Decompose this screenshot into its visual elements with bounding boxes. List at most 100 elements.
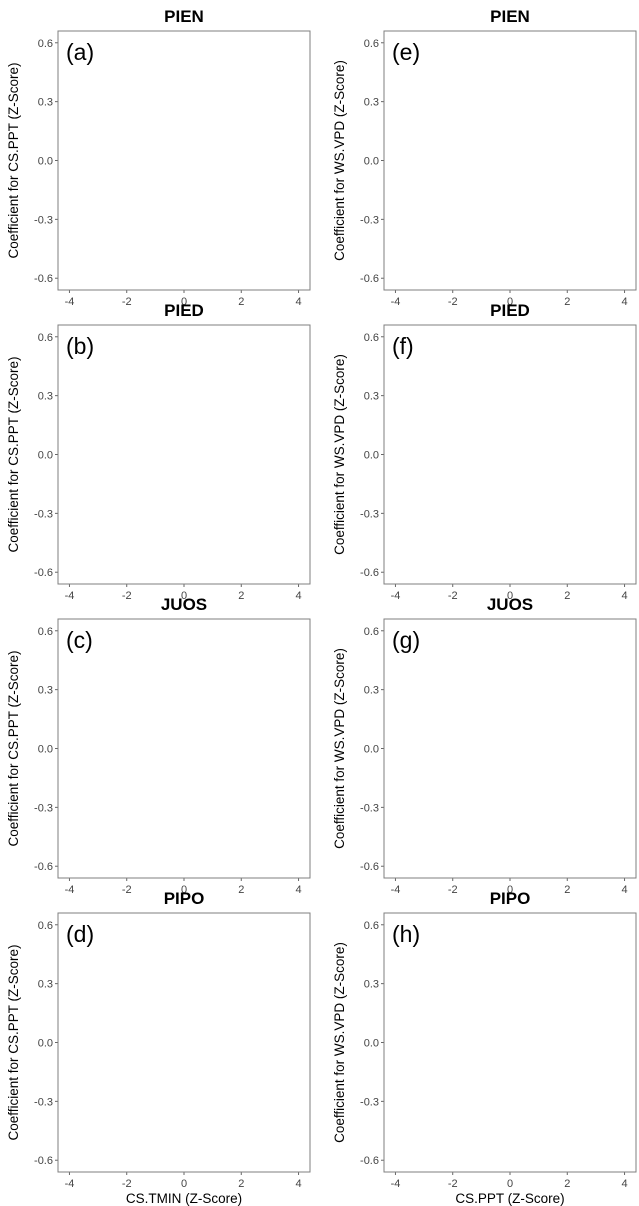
y-tick-label: 0.0 (364, 450, 379, 462)
x-tick-label: 0 (181, 590, 187, 602)
y-tick-label: 0.6 (364, 38, 379, 50)
x-tick-label: -4 (65, 296, 75, 308)
x-tick-label: -2 (122, 590, 132, 602)
y-tick-label: 0.3 (38, 97, 53, 109)
x-tick-label: -4 (65, 1178, 75, 1190)
y-tick-label: 0.6 (38, 626, 53, 638)
panel-label: (c) (66, 627, 93, 653)
y-tick-label: 0.6 (38, 38, 53, 50)
y-tick-label: 0.6 (38, 920, 53, 932)
y-tick-label: 0.3 (364, 391, 379, 403)
plot-frame (57, 324, 311, 585)
y-tick-label: 0.0 (38, 1038, 53, 1050)
y-tick-label: 0.3 (364, 97, 379, 109)
x-tick-label: 4 (295, 884, 301, 896)
plot-frame (57, 618, 311, 879)
panel-title: PIED (164, 301, 204, 320)
x-tick-label: 0 (507, 884, 513, 896)
y-tick-label: 0.0 (364, 1038, 379, 1050)
x-tick-label: 4 (621, 590, 627, 602)
x-tick-label: 2 (564, 884, 570, 896)
y-tick-label: 0.3 (38, 685, 53, 697)
panel-title: PIEN (490, 7, 530, 26)
x-tick-label: 2 (238, 884, 244, 896)
panel-label: (f) (392, 333, 414, 359)
y-tick-label: 0.0 (38, 744, 53, 756)
y-axis-label: Coefficient for WS.VPD (Z-Score) (332, 60, 347, 261)
x-tick-label: 4 (295, 590, 301, 602)
y-tick-label: -0.6 (34, 1155, 53, 1167)
y-tick-label: -0.6 (34, 567, 53, 579)
plot-frame (383, 618, 637, 879)
x-tick-label: -2 (122, 296, 132, 308)
y-tick-label: 0.6 (38, 332, 53, 344)
y-tick-label: -0.3 (360, 508, 379, 520)
panel-h: -4 -2 0 2 4 -0.6 -0.3 0.0 0.3 0.6 (h) PIPO Coefficie… (332, 889, 637, 1206)
y-tick-label: 0.6 (364, 332, 379, 344)
panel-title: JUOS (161, 595, 207, 614)
panel-label: (e) (392, 39, 420, 65)
panel-title: PIEN (164, 7, 204, 26)
panel-label: (g) (392, 627, 420, 653)
x-tick-label: 2 (238, 1178, 244, 1190)
panel-c: -4 -2 0 2 4 -0.6 -0.3 0.0 0.3 0.6 (c) JUOS Coefficie… (6, 595, 311, 896)
x-axis-label: CS.PPT (Z-Score) (455, 1191, 564, 1206)
y-tick-label: -0.6 (34, 861, 53, 873)
x-axis-label: CS.TMIN (Z-Score) (126, 1191, 242, 1206)
y-tick-label: 0.0 (38, 156, 53, 168)
x-tick-label: -2 (122, 1178, 132, 1190)
x-tick-label: 0 (507, 1178, 513, 1190)
x-tick-label: -2 (122, 884, 132, 896)
y-tick-label: -0.3 (34, 802, 53, 814)
y-tick-label: -0.3 (34, 1096, 53, 1108)
y-tick-label: -0.3 (360, 1096, 379, 1108)
x-tick-label: -4 (391, 1178, 401, 1190)
x-tick-label: -4 (65, 884, 75, 896)
y-axis-label: Coefficient for WS.VPD (Z-Score) (332, 942, 347, 1143)
y-axis-label: Coefficient for CS.PPT (Z-Score) (6, 62, 21, 258)
x-tick-label: 2 (564, 590, 570, 602)
x-tick-label: -2 (448, 296, 458, 308)
y-tick-label: -0.3 (360, 214, 379, 226)
x-tick-label: -2 (448, 590, 458, 602)
y-tick-label: -0.6 (360, 861, 379, 873)
x-tick-label: 4 (295, 1178, 301, 1190)
x-tick-label: -2 (448, 1178, 458, 1190)
y-tick-label: -0.3 (360, 802, 379, 814)
y-tick-label: 0.0 (364, 156, 379, 168)
x-tick-label: 2 (564, 296, 570, 308)
x-tick-label: 4 (621, 884, 627, 896)
y-tick-label: -0.6 (34, 273, 53, 285)
x-tick-label: 4 (295, 296, 301, 308)
plot-frame (57, 30, 311, 291)
panel-e: -4 -2 0 2 4 -0.6 -0.3 0.0 0.3 0.6 (e) PIEN Coefficie… (332, 7, 637, 308)
panel-label: (h) (392, 921, 420, 947)
y-tick-label: 0.0 (38, 450, 53, 462)
panel-title: JUOS (487, 595, 533, 614)
y-tick-label: -0.3 (34, 214, 53, 226)
y-tick-label: -0.3 (34, 508, 53, 520)
y-tick-label: 0.6 (364, 920, 379, 932)
panel-label: (d) (66, 921, 94, 947)
x-tick-label: 2 (564, 1178, 570, 1190)
x-tick-label: -4 (65, 590, 75, 602)
y-axis-label: Coefficient for WS.VPD (Z-Score) (332, 354, 347, 555)
y-tick-label: 0.3 (364, 979, 379, 991)
y-tick-label: 0.3 (364, 685, 379, 697)
panel-label: (b) (66, 333, 94, 359)
x-tick-label: -2 (448, 884, 458, 896)
x-tick-label: 4 (621, 1178, 627, 1190)
panel-title: PIPO (164, 889, 205, 908)
x-tick-label: 0 (181, 884, 187, 896)
x-tick-label: 0 (181, 296, 187, 308)
y-axis-label: Coefficient for CS.PPT (Z-Score) (6, 944, 21, 1140)
x-tick-label: 2 (238, 590, 244, 602)
plot-frame (383, 30, 637, 291)
plot-frame (383, 912, 637, 1173)
y-axis-label: Coefficient for WS.VPD (Z-Score) (332, 648, 347, 849)
panel-title: PIPO (490, 889, 531, 908)
panel-title: PIED (490, 301, 530, 320)
panel-label: (a) (66, 39, 94, 65)
panel-g: -4 -2 0 2 4 -0.6 -0.3 0.0 0.3 0.6 (g) JUOS Coefficie… (332, 595, 637, 896)
